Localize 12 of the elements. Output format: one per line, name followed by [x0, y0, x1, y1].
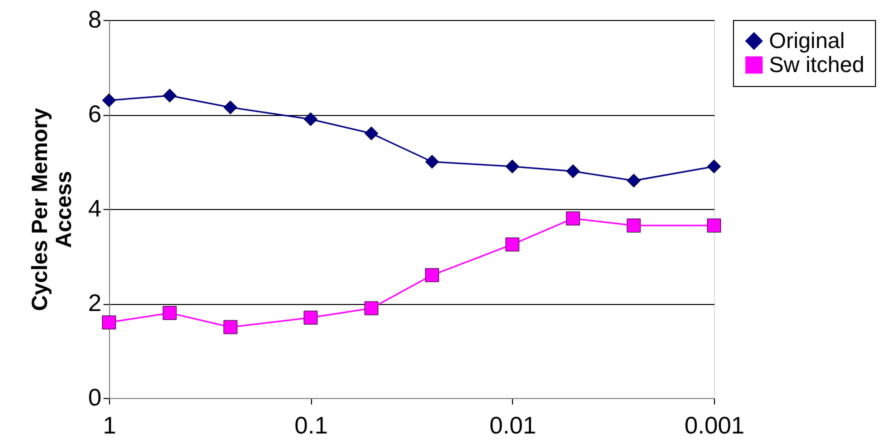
y-tick-label: 8 [88, 6, 102, 34]
y-tick-label: 0 [88, 384, 102, 412]
y-tick-label: 6 [88, 101, 102, 128]
y-axis-title: Cycles Per Memory Access [27, 107, 76, 311]
x-tick-label: 1 [102, 412, 116, 440]
y-tick-label: 2 [88, 290, 102, 317]
x-tick-label: 0.01 [489, 412, 536, 440]
y-tick-label: 4 [88, 196, 102, 222]
legend-label: Sw itched [769, 52, 864, 77]
x-tick-label: 0.1 [294, 412, 328, 440]
x-tick-label: 0.001 [684, 412, 745, 440]
legend-label: Original [769, 28, 845, 53]
